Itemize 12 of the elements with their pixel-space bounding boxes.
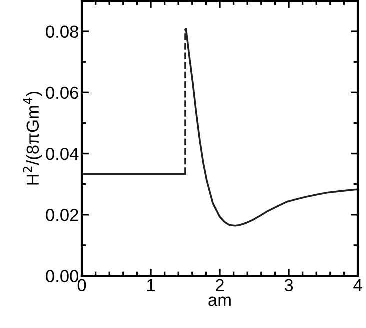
y-tick-label: 0.08 <box>46 26 78 38</box>
y-tick-label: 0.00 <box>46 270 79 282</box>
x-tick-label: 3 <box>284 279 294 292</box>
x-tick-label: 0 <box>78 279 86 292</box>
y-tick-label: 0.04 <box>46 148 79 160</box>
x-tick-label: 4 <box>354 279 362 292</box>
y-tick-label: 0.06 <box>46 86 78 100</box>
y-tick-label: 0.02 <box>46 209 78 222</box>
x-axis-title: am <box>208 296 231 306</box>
x-tick-label: 2 <box>216 279 224 292</box>
x-tick-label: 1 <box>147 279 155 292</box>
y-axis-title: H$^{2}$/(8πGm$^{4}$) <box>23 92 42 185</box>
